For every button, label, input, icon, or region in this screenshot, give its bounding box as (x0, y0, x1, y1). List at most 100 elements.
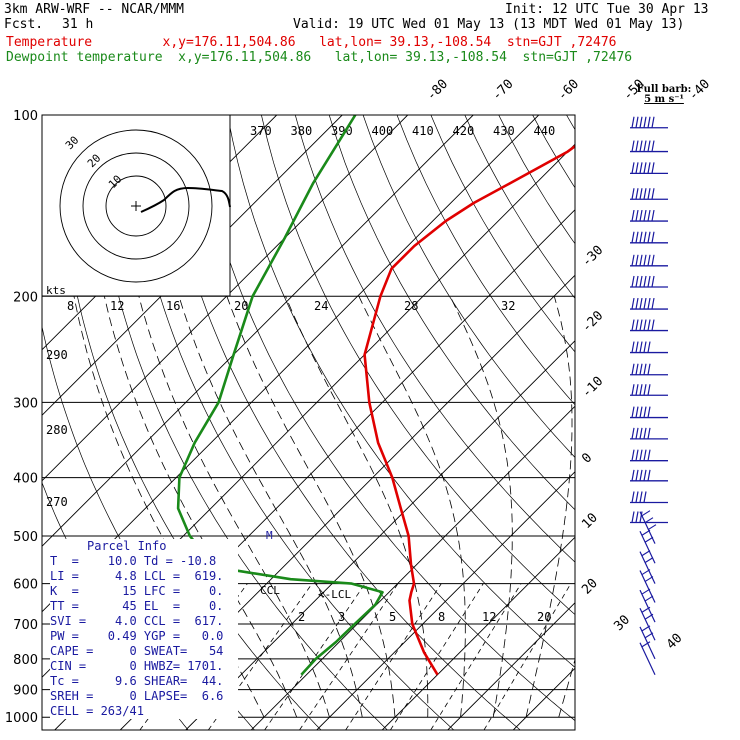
wind-barb-flag (651, 162, 655, 174)
wind-barb-flag (631, 469, 635, 481)
moist-adiabat (525, 296, 573, 718)
wind-barb-flag (643, 406, 647, 418)
wind-barb-flag (647, 319, 651, 331)
dewpoint-legend: Dewpoint temperature x,y=176.11,504.86 l… (6, 50, 633, 65)
mixing-ratio-label: 20 (537, 610, 551, 624)
wind-barb-flag (639, 511, 643, 523)
mixing-ratio-label: 8 (438, 610, 445, 624)
ccl-marker: CCL (260, 584, 280, 597)
wind-barb-flag (651, 231, 655, 243)
wind-barb-flag (651, 209, 655, 222)
isotherm-label: 20 (579, 576, 601, 598)
wind-barb-flag (644, 613, 654, 620)
wind-barb-flag (651, 254, 655, 266)
wind-barb (630, 427, 668, 440)
dry-adiabat (125, 115, 455, 730)
wind-barb-flag (641, 569, 651, 576)
theta-left-label: 290 (46, 348, 68, 362)
wind-barb-flag (635, 449, 639, 461)
wind-barb (630, 140, 668, 153)
wind-barb-flag (647, 275, 651, 288)
isotherm-line (185, 340, 575, 730)
mixing-ratio-label: 24 (314, 299, 328, 313)
barb-legend-title: Full barb: (636, 84, 692, 95)
parcel-info-row: CIN = 0 HWBZ= 1701. (50, 659, 224, 673)
wind-barb-flag (635, 297, 639, 310)
dry-adiabat (227, 115, 575, 668)
dry-adiabat (328, 115, 575, 511)
theta-label: 420 (453, 124, 475, 138)
wind-barb-flag (639, 209, 643, 222)
pressure-label: 900 (13, 684, 38, 699)
wind-barb (639, 606, 656, 641)
mixing-ratio-label: 12 (482, 610, 496, 624)
dry-adiabat (634, 115, 740, 730)
wind-barb (630, 319, 668, 332)
wind-barb-flag (635, 384, 639, 396)
wind-barb-flag (647, 449, 651, 461)
moist-adiabat (73, 296, 265, 718)
wind-barb-flag (631, 427, 635, 440)
wind-barb-staff (639, 530, 656, 564)
isotherm-line (42, 115, 540, 613)
wind-barb-staff (639, 551, 656, 584)
wind-barb-flag (635, 140, 639, 152)
isotherm-line (579, 115, 740, 730)
wind-barb (630, 491, 668, 504)
theta-left-label: 270 (46, 495, 68, 509)
isotherm-line (512, 667, 575, 730)
isotherm-label: 0 (579, 450, 595, 466)
mixing-ratio-line (430, 583, 522, 730)
mixing-ratio-label: 12 (110, 299, 124, 313)
wind-barb-flag (641, 606, 651, 613)
wind-barb (630, 469, 668, 482)
hodograph-ring (105, 175, 167, 237)
wind-barb-flag (647, 384, 651, 396)
wind-barb (630, 188, 668, 200)
forecast-hour: 31 h (62, 17, 94, 32)
moist-adiabat (226, 296, 396, 718)
wind-barb-flag (631, 319, 635, 331)
isotherm-label: -60 (555, 77, 582, 104)
wind-barb-flag (639, 341, 643, 353)
parcel-info-row: TT = 45 EL = 0. (50, 599, 224, 613)
parcel-info-row: LI = 4.8 LCL = 619. (50, 569, 224, 583)
wind-barb-flag (643, 449, 647, 461)
pressure-label: 500 (13, 530, 38, 545)
mixing-ratio-line (299, 583, 399, 730)
wind-barb-flag (639, 188, 643, 200)
wind-barb (630, 384, 668, 396)
wind-barb-flag (631, 297, 635, 310)
wind-barb-flag (635, 341, 639, 353)
wind-barb-flag (639, 406, 643, 418)
temperature-legend: Temperature x,y=176.11,504.86 lat,lon= 3… (6, 35, 617, 50)
wind-barb (630, 162, 668, 175)
mixing-ratio-line (390, 583, 484, 730)
theta-label: 400 (372, 124, 394, 138)
wind-barb-flag (644, 517, 654, 524)
barb-legend-value: 5 m s⁻¹ (644, 94, 684, 105)
wind-barb-flag (635, 188, 639, 200)
isotherm-line (42, 115, 343, 416)
wind-barb-flag (647, 116, 651, 128)
wind-barb (630, 449, 668, 462)
mixing-ratio-label: 28 (404, 299, 418, 313)
wind-barb-flag (635, 231, 639, 243)
moist-adiabat (178, 296, 363, 718)
mixing-ratio-label: 5 (389, 610, 396, 624)
parcel-info-row: SVI = 4.0 CCL = 617. (50, 614, 224, 628)
moist-adiabat (285, 296, 429, 718)
wind-barb-flag (639, 116, 643, 128)
wind-barb-flag (631, 363, 635, 375)
wind-barb-flag (631, 116, 635, 128)
wind-barb-flag (631, 511, 635, 523)
dry-adiabat (159, 115, 521, 730)
wind-barb-flag (644, 536, 654, 543)
wind-barb (630, 116, 668, 129)
wind-barb-flag (631, 140, 635, 152)
wind-barb-flag (643, 162, 647, 174)
wind-barb-flag (635, 491, 639, 503)
wind-barb-flag (639, 491, 643, 503)
parcel-info-row: Tc = 9.6 SHEAR= 44. (50, 674, 224, 688)
wind-barb-flag (635, 469, 639, 481)
